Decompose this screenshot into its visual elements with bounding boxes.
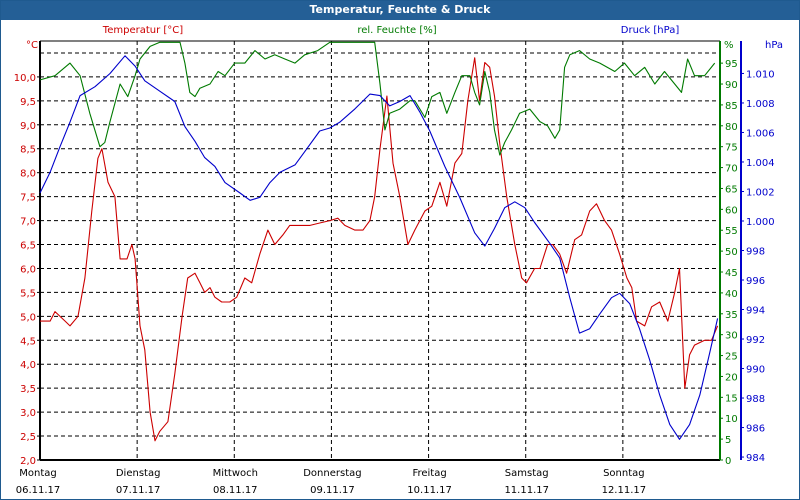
pressure-tick-label: 998: [746, 247, 765, 258]
humidity-tick-label: 20: [725, 372, 738, 383]
temp-tick-label: 9,5: [20, 97, 36, 108]
temp-tick-label: 3,5: [20, 384, 36, 395]
pressure-tick-label: 1.010: [746, 69, 775, 80]
humidity-tick-label: 0: [725, 456, 731, 467]
pressure-series-line: [39, 55, 719, 440]
pressure-tick-label: 996: [746, 276, 765, 287]
temp-tick-label: 6,5: [20, 241, 36, 252]
day-label: Mittwoch: [213, 468, 258, 479]
humidity-tick-label: 75: [725, 143, 738, 154]
pressure-tick-label: 1.006: [746, 128, 775, 139]
temp-tick-label: 10,0: [14, 73, 36, 84]
humidity-tick-label: 25: [725, 352, 738, 363]
temp-tick-label: 4,0: [20, 360, 36, 371]
temp-tick-label: 8,5: [20, 145, 36, 156]
humidity-tick-label: 80: [725, 122, 738, 133]
humidity-tick-label: 65: [725, 184, 738, 195]
humidity-tick-label: 15: [725, 393, 738, 404]
pressure-tick-label: 990: [746, 365, 765, 376]
temp-tick-label: 2,0: [20, 456, 36, 467]
window-title: Temperatur, Feuchte & Druck: [1, 1, 799, 20]
humidity-tick-label: 10: [725, 414, 738, 425]
pressure-tick-label: 1.008: [746, 99, 775, 110]
temp-tick-label: 9,0: [20, 121, 36, 132]
pressure-axis-title: Druck [hPa]: [621, 25, 680, 36]
humidity-tick-label: 45: [725, 268, 738, 279]
day-label: Samstag: [505, 468, 549, 479]
day-label: Montag: [19, 468, 56, 479]
pressure-tick-label: 1.002: [746, 187, 775, 198]
temp-tick-label: 8,0: [20, 169, 36, 180]
humidity-tick-label: 30: [725, 331, 738, 342]
day-label: Donnerstag: [303, 468, 361, 479]
day-label: Freitag: [412, 468, 446, 479]
date-label: 12.11.17: [602, 485, 647, 496]
humidity-tick-label: 85: [725, 101, 738, 112]
temp-tick-label: 2,5: [20, 432, 36, 443]
humidity-tick-label: 95: [725, 59, 738, 70]
temperature-axis-title: Temperatur [°C]: [102, 25, 183, 36]
humidity-tick-label: 35: [725, 310, 738, 321]
date-label: 06.11.17: [16, 485, 61, 496]
day-label: Dienstag: [116, 468, 161, 479]
pressure-unit: hPa: [765, 40, 783, 51]
pressure-tick-label: 984: [746, 453, 765, 464]
pressure-tick-label: 988: [746, 394, 765, 405]
temp-tick-label: 4,5: [20, 336, 36, 347]
temp-tick-label: 5,5: [20, 288, 36, 299]
date-label: 10.11.17: [407, 485, 452, 496]
temp-tick-label: 7,5: [20, 193, 36, 204]
temp-tick-label: 5,0: [20, 312, 36, 323]
temp-tick-label: 6,0: [20, 264, 36, 275]
humidity-tick-label: 50: [725, 247, 738, 258]
date-label: 11.11.17: [504, 485, 549, 496]
temp-tick-label: 3,0: [20, 408, 36, 419]
humidity-unit: %: [724, 40, 734, 51]
temperature-unit: °C: [26, 40, 38, 51]
day-label: Sonntag: [603, 468, 645, 479]
humidity-tick-label: 70: [725, 164, 738, 175]
humidity-series-line: [39, 41, 716, 156]
humidity-tick-label: 40: [725, 289, 738, 300]
pressure-tick-label: 1.004: [746, 158, 775, 169]
date-label: 09.11.17: [310, 485, 355, 496]
humidity-axis-title: rel. Feuchte [%]: [357, 25, 436, 36]
humidity-tick-label: 60: [725, 205, 738, 216]
pressure-tick-label: 986: [746, 424, 765, 435]
humidity-tick-label: 55: [725, 226, 738, 237]
temperature-series-line: [40, 57, 719, 442]
humidity-tick-label: 5: [725, 435, 731, 446]
pressure-tick-label: 992: [746, 335, 765, 346]
temp-tick-label: 7,0: [20, 217, 36, 228]
pressure-tick-label: 1.000: [746, 217, 775, 228]
pressure-tick-label: 994: [746, 306, 765, 317]
humidity-tick-label: 90: [725, 80, 738, 91]
date-label: 07.11.17: [116, 485, 161, 496]
date-label: 08.11.17: [213, 485, 258, 496]
